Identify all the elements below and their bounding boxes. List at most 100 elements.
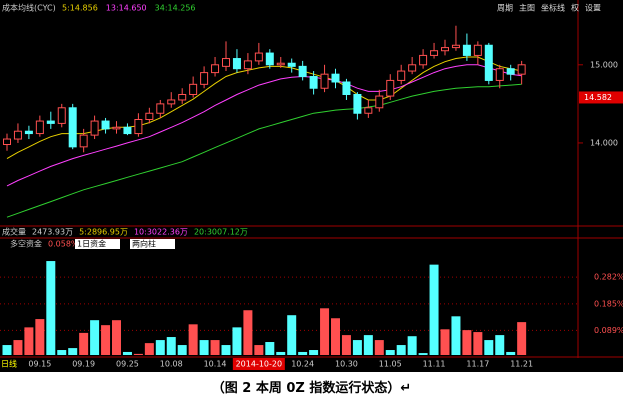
bar xyxy=(177,345,187,355)
candle-body xyxy=(189,83,198,95)
x-tick-label: 09.15 xyxy=(28,360,51,369)
bar xyxy=(221,345,231,355)
dropdown-label[interactable]: 1日资金 xyxy=(77,239,106,249)
bar xyxy=(155,340,165,355)
volume-info: 20:3007.12万 xyxy=(194,228,248,237)
price-marker-bg xyxy=(579,91,623,104)
candle-body xyxy=(276,62,285,66)
period-label: 日线 xyxy=(1,359,17,369)
candle-body xyxy=(134,119,143,135)
candle-body xyxy=(386,79,395,97)
x-tick-label: 09.19 xyxy=(72,360,95,369)
legend-entry: 34:14.256 xyxy=(155,4,196,13)
bar xyxy=(265,342,275,355)
bar xyxy=(385,350,395,355)
bar xyxy=(24,327,34,355)
bar xyxy=(79,332,89,355)
candle-body xyxy=(408,64,417,72)
y-tick-label: 0.282% xyxy=(594,273,623,282)
candle-body xyxy=(309,76,318,89)
bar xyxy=(101,325,111,355)
bar xyxy=(473,332,483,355)
toolbar-button[interactable]: 坐标线 xyxy=(541,3,565,13)
bar xyxy=(506,351,516,355)
toolbar-button[interactable]: 主图 xyxy=(519,3,535,13)
panel-title: 多空资金 xyxy=(10,239,42,249)
candle-body xyxy=(13,130,22,140)
candle-body xyxy=(57,107,66,124)
x-tick-label: 10.30 xyxy=(335,360,358,369)
candle-body xyxy=(79,134,88,148)
bar xyxy=(309,350,319,355)
volume-info: 成交量 xyxy=(2,227,26,237)
bar xyxy=(133,353,143,355)
candle-body xyxy=(353,93,362,114)
bar xyxy=(331,318,340,355)
bar xyxy=(122,351,132,355)
candle-body xyxy=(495,68,504,81)
toolbar-button[interactable]: 权 xyxy=(571,3,579,13)
candle-body xyxy=(397,70,406,81)
legend-entry: 5:14.856 xyxy=(62,4,98,13)
candle-body xyxy=(506,68,515,75)
bar xyxy=(188,324,198,355)
candle-body xyxy=(462,44,471,56)
x-tick-label: 09.25 xyxy=(116,360,139,369)
bar xyxy=(396,345,406,355)
bar xyxy=(210,340,220,355)
candle-body xyxy=(46,120,55,124)
x-tick-label: 11.11 xyxy=(423,360,446,369)
bar xyxy=(517,322,527,355)
bar xyxy=(68,348,78,355)
candle-body xyxy=(243,60,252,70)
candle-body xyxy=(24,130,33,135)
candle-body xyxy=(35,120,44,135)
dropdown-label[interactable]: 两向柱 xyxy=(132,239,156,249)
candle-body xyxy=(222,58,230,67)
bar xyxy=(2,345,12,355)
y-tick-label: 0.089% xyxy=(594,326,623,335)
candle-body xyxy=(287,62,296,67)
volume-info: 5:2896.95万 xyxy=(79,228,128,237)
legend-entry: 13:14.650 xyxy=(106,4,147,13)
bar xyxy=(276,351,286,355)
bar xyxy=(341,335,351,355)
bar xyxy=(57,350,67,355)
current-value: 0.058% xyxy=(48,240,79,249)
candle-body xyxy=(298,65,307,78)
dropdown[interactable] xyxy=(130,239,175,249)
candle-body xyxy=(364,107,373,114)
x-tick-label: 11.21 xyxy=(510,360,533,369)
y-tick-label: 15.000 xyxy=(590,60,618,69)
x-tick-label: 10.24 xyxy=(291,360,314,369)
candle-body xyxy=(375,95,384,109)
bar xyxy=(418,353,428,355)
bar xyxy=(484,340,494,355)
toolbar-button[interactable]: 设置 xyxy=(585,3,601,13)
bar xyxy=(407,336,417,355)
bar xyxy=(298,351,308,355)
candle-body xyxy=(101,120,110,130)
candle-body xyxy=(156,103,165,114)
x-tick-label: 11.05 xyxy=(379,360,402,369)
bar xyxy=(166,337,176,355)
dropdown[interactable] xyxy=(75,239,120,249)
chart-title: 成本均线(CYC) xyxy=(2,3,56,13)
bar xyxy=(352,340,362,355)
caption: （图 2 本周 0Z 指数运行状态）↵ xyxy=(211,381,412,396)
y-tick-label: 0.185% xyxy=(594,299,623,308)
y-tick-label: 14.000 xyxy=(590,138,618,147)
bar xyxy=(243,310,253,355)
ma-line xyxy=(6,64,522,187)
candle-body xyxy=(419,54,428,66)
x-tick-label: 2014-10-20 xyxy=(236,360,283,369)
candle-body xyxy=(167,99,176,105)
price-marker: 14.582 xyxy=(584,93,612,102)
candle-body xyxy=(90,120,99,136)
toolbar-button[interactable]: 周期 xyxy=(497,4,513,13)
bar xyxy=(35,319,45,355)
bar xyxy=(429,264,439,355)
highlight-bg xyxy=(232,358,285,370)
bar xyxy=(451,316,461,355)
